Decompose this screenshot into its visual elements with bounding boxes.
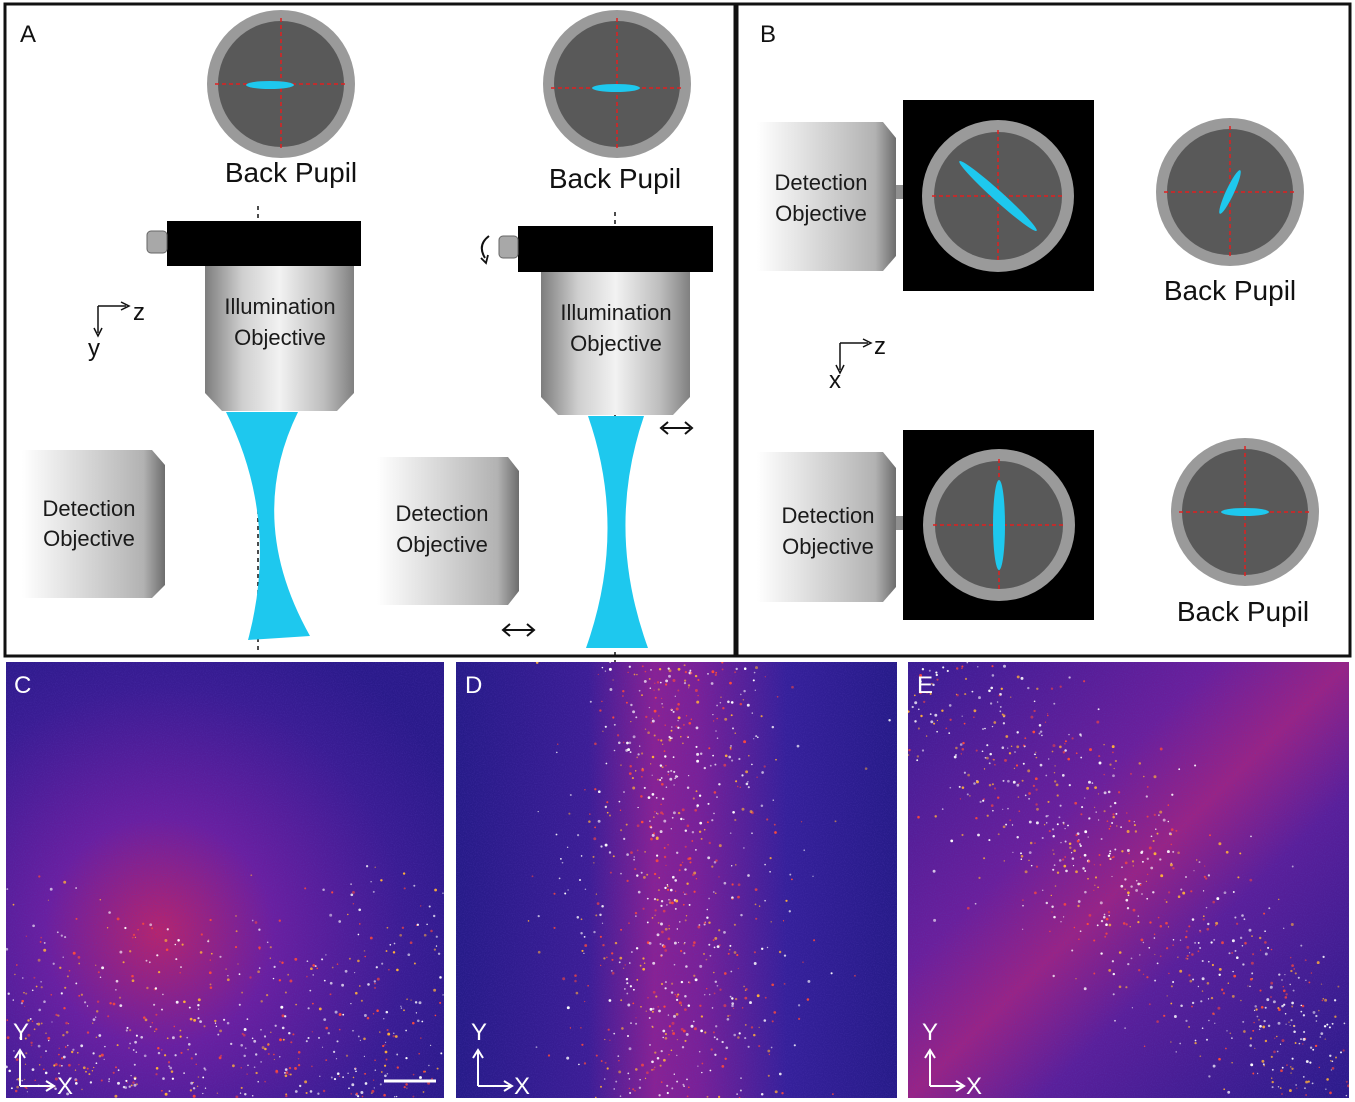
- axis-label-y: y: [88, 335, 100, 362]
- translate-arrow-icon: [659, 421, 694, 435]
- pupil-label: Back Pupil: [1177, 596, 1309, 627]
- panel-b-letter: B: [760, 21, 776, 48]
- illumination-objective: [205, 266, 354, 411]
- illumination-objective-label: Objective: [570, 331, 662, 356]
- back-pupil-icon: [543, 10, 691, 158]
- illumination-objective-label: Illumination: [560, 300, 671, 325]
- field-pupil-icon: [923, 449, 1075, 601]
- axis-indicator-yz: [93, 301, 131, 338]
- pupil-label: Back Pupil: [225, 157, 357, 188]
- illumination-objective-label: Objective: [234, 325, 326, 350]
- image-panel-c: C Y X: [6, 662, 444, 1100]
- axis-label-y: Y: [922, 1019, 938, 1046]
- detection-objective-label: Objective: [775, 201, 867, 226]
- axis-indicator-xy: [14, 1048, 56, 1092]
- axis-label-z: z: [874, 333, 886, 360]
- light-sheet-beam: [226, 412, 310, 640]
- back-pupil-icon: [1156, 118, 1304, 266]
- panel-a: A Back Pupil Illumination Objective z y: [3, 2, 737, 662]
- back-pupil-icon: [207, 10, 355, 158]
- axis-indicator-xy: [472, 1048, 514, 1092]
- illumination-objective: [541, 272, 690, 415]
- detection-objective-label: Objective: [396, 532, 488, 557]
- axis-label-x: X: [966, 1073, 982, 1100]
- detection-objective-label: Detection: [775, 170, 868, 195]
- pupil-label: Back Pupil: [1164, 275, 1296, 306]
- panel-e-letter: E: [917, 672, 933, 699]
- axis-label-y: Y: [471, 1019, 487, 1046]
- objective-tip: [896, 185, 904, 199]
- translate-arrow-icon: [501, 623, 536, 637]
- axis-label-z: z: [133, 299, 145, 326]
- axis-label-x: X: [514, 1073, 530, 1100]
- detection-objective: [377, 457, 519, 605]
- detection-objective: [757, 452, 896, 602]
- pupil-label: Back Pupil: [549, 163, 681, 194]
- axis-indicator-xz: [835, 338, 873, 375]
- objective-mount: [518, 226, 713, 272]
- detection-objective-label: Objective: [43, 526, 135, 551]
- panel-d-letter: D: [465, 672, 482, 699]
- axis-label-x: X: [57, 1073, 73, 1100]
- field-pupil-icon: [922, 120, 1074, 272]
- detection-objective: [757, 122, 896, 271]
- image-panel-d: D Y X: [456, 662, 897, 1100]
- panel-b: B Detection Objective Back Pupil: [735, 2, 1352, 658]
- mount-screw-icon: [146, 230, 168, 254]
- axis-label-y: Y: [13, 1019, 29, 1046]
- back-pupil-icon: [1171, 438, 1319, 586]
- axis-indicator-xy: [924, 1048, 966, 1092]
- detection-objective-label: Objective: [782, 534, 874, 559]
- rotate-arrow-icon: [480, 235, 490, 265]
- detection-objective: [22, 450, 165, 598]
- detection-objective-label: Detection: [396, 501, 489, 526]
- objective-tip: [896, 516, 904, 530]
- objective-mount: [167, 221, 361, 266]
- panel-a-frame: [3, 2, 737, 658]
- panel-a-letter: A: [20, 21, 36, 48]
- detection-objective-label: Detection: [43, 496, 136, 521]
- panel-b-frame: [735, 2, 1352, 658]
- axis-label-x: x: [829, 367, 841, 394]
- image-panel-e: E Y X: [908, 662, 1349, 1100]
- mount-screw-icon: [498, 235, 519, 259]
- detection-objective-label: Detection: [782, 503, 875, 528]
- light-sheet-beam: [586, 416, 648, 648]
- panel-c-letter: C: [14, 672, 31, 699]
- illumination-objective-label: Illumination: [224, 294, 335, 319]
